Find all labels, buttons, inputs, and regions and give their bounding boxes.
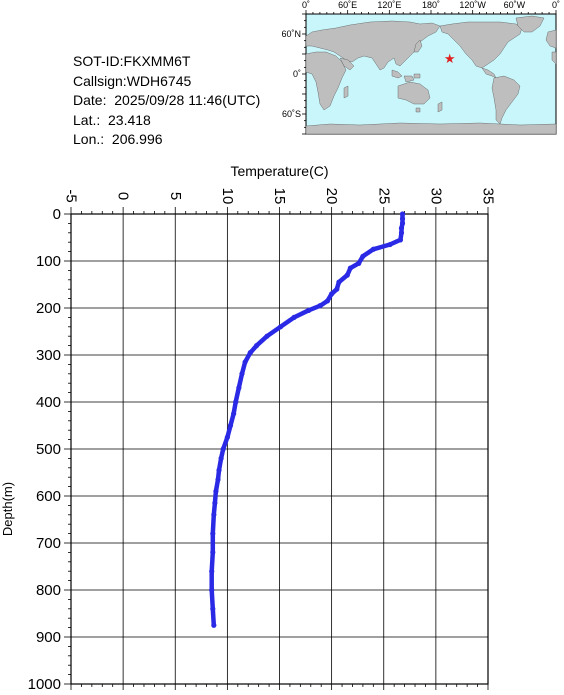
series-data-point xyxy=(242,359,248,365)
map-top-tick-label: 0˚ xyxy=(552,0,560,10)
series-data-point xyxy=(210,549,216,555)
y-axis-label: Depth(m) xyxy=(0,482,15,536)
series-data-point xyxy=(218,455,224,461)
y-tick-label: 0 xyxy=(53,206,61,223)
map-top-tick-label: 180˚ xyxy=(422,0,440,10)
x-tick-label: 5 xyxy=(167,192,184,200)
map-top-tick-label: 60˚W xyxy=(504,0,526,10)
map-top-tick-label: 120˚E xyxy=(377,0,401,10)
series-data-point xyxy=(387,241,393,248)
series-data-point xyxy=(209,587,215,593)
series-data-point xyxy=(224,434,230,440)
series-data-point xyxy=(210,606,216,612)
y-tick-label: 400 xyxy=(36,394,61,411)
series-data-point xyxy=(360,253,366,259)
series-data-point xyxy=(210,531,216,537)
y-tick-label: 500 xyxy=(36,441,61,458)
map-land xyxy=(305,15,557,135)
sot-id-text: SOT-ID:FKXMM6T xyxy=(73,53,191,69)
map-tick-marks xyxy=(302,10,557,135)
temperature-series-points xyxy=(209,211,406,628)
series-data-point xyxy=(220,446,226,452)
y-tick-label: 900 xyxy=(36,629,61,646)
series-data-point xyxy=(264,333,270,339)
map-top-tick-label: 120˚W xyxy=(459,0,486,10)
series-data-point xyxy=(324,298,331,304)
callsign-text: Callsign:WDH6745 xyxy=(73,72,192,89)
series-data-point xyxy=(253,343,260,349)
x-tick-label: 0 xyxy=(115,192,132,200)
y-tick-label: 300 xyxy=(36,347,61,364)
map-left-tick-label: 0˚ xyxy=(293,69,301,79)
series-data-point xyxy=(329,291,335,297)
world-map-svg: 0˚ 60˚E 120˚E 180˚ 120˚W 60˚W 0˚ 60˚N 0˚ 60˚S ★ xyxy=(281,0,560,135)
x-tick-label: 25 xyxy=(375,188,392,205)
y-tick-label: 700 xyxy=(36,535,61,552)
x-tick-label: 35 xyxy=(480,188,497,205)
x-tick-label: 30 xyxy=(427,188,444,205)
series-data-point xyxy=(239,371,245,377)
series-data-point xyxy=(399,211,406,217)
series-data-point xyxy=(399,216,406,222)
x-axis-ticks: -5 0 5 10 15 20 25 30 35 xyxy=(63,188,497,691)
series-data-point xyxy=(247,350,253,356)
temperature-series-line xyxy=(209,211,405,628)
series-data-point xyxy=(344,272,350,278)
y-tick-label: 200 xyxy=(36,300,61,317)
date-text: Date: 2025/09/28 11:46(UTC) xyxy=(73,92,261,108)
series-data-point xyxy=(209,568,215,574)
series-data-point xyxy=(236,385,242,391)
series-data-point xyxy=(216,467,222,473)
map-left-tick-label: 60˚S xyxy=(282,109,301,119)
series-data-point xyxy=(347,265,353,271)
map-top-tick-label: 0˚ xyxy=(302,0,310,10)
x-axis-label: Temperature(C) xyxy=(230,163,328,179)
position-marker-icon: ★ xyxy=(444,51,456,66)
series-data-point xyxy=(212,500,218,506)
series-data-point xyxy=(211,622,217,628)
x-tick-label: 10 xyxy=(219,188,236,205)
series-data-point xyxy=(399,220,406,226)
chart-grid xyxy=(70,213,489,685)
series-data-point xyxy=(215,476,221,483)
series-data-point xyxy=(336,279,342,285)
x-tick-label: -5 xyxy=(63,189,80,202)
y-tick-label: 600 xyxy=(36,488,61,505)
location-map: 0˚ 60˚E 120˚E 180˚ 120˚W 60˚W 0˚ 60˚N 0˚ 60˚S ★ xyxy=(0,0,564,140)
series-data-point xyxy=(227,422,234,429)
series-data-point xyxy=(334,286,340,292)
series-data-point xyxy=(370,246,376,252)
series-data-point xyxy=(277,324,284,330)
y-tick-label: 1000 xyxy=(28,676,61,690)
map-tick-labels: 0˚ 60˚E 120˚E 180˚ 120˚W 60˚W 0˚ 60˚N 0˚ 60˚S xyxy=(281,0,560,119)
y-tick-label: 800 xyxy=(36,582,61,599)
profile-info-block: SOT-ID:FKXMM6T Callsign:WDH6745 Date: 20… xyxy=(73,52,260,150)
y-tick-label: 100 xyxy=(36,253,61,270)
x-tick-label: 15 xyxy=(271,188,288,205)
series-data-point xyxy=(398,230,405,236)
series-data-point xyxy=(291,314,297,320)
series-data-point xyxy=(398,225,405,231)
series-data-point xyxy=(213,488,219,494)
map-left-tick-label: 60˚N xyxy=(281,29,301,39)
y-axis-ticks: 0 100 200 300 400 500 600 700 800 900 1000 xyxy=(28,206,71,693)
x-tick-label: 20 xyxy=(323,188,340,205)
series-data-point xyxy=(306,307,312,313)
latitude-text: Lat.: 23.418 xyxy=(73,111,151,128)
temperature-profile-chart: -5 0 5 10 15 20 25 30 35 0 100 200 300 400 500 600 700 8… xyxy=(0,150,564,693)
chart-svg: -5 0 5 10 15 20 25 30 35 01002003004005006007008… xyxy=(0,163,497,693)
series-data-point xyxy=(233,399,239,405)
series-data-point xyxy=(211,512,217,518)
map-top-tick-label: 60˚E xyxy=(338,0,357,10)
series-data-point xyxy=(356,260,362,266)
series-data-point xyxy=(231,411,237,417)
series-data-point xyxy=(397,237,404,243)
series-data-point xyxy=(317,303,323,309)
longitude-text: Lon.: 206.996 xyxy=(73,131,163,147)
